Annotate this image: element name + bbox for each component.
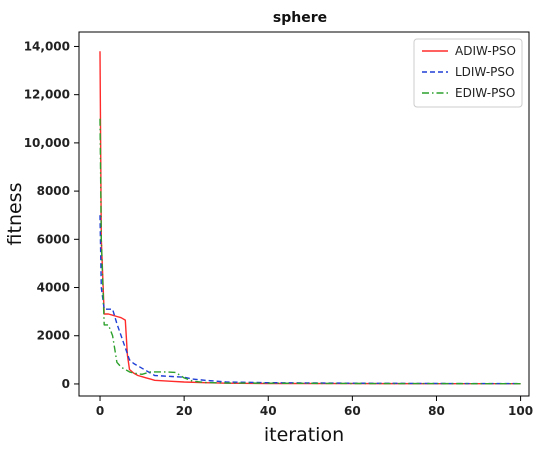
chart-title: sphere — [273, 10, 327, 26]
y-axis: 0 2000 4000 6000 8000 10,000 12,000 14,000 — [24, 39, 79, 391]
plot-frame — [78, 31, 530, 397]
legend: ADIW-PSO LDIW-PSO EDIW-PSO — [413, 38, 523, 108]
y-tick-label: 2000 — [37, 329, 70, 343]
series-layer — [99, 51, 521, 385]
x-tick-label: 0 — [96, 404, 104, 418]
x-tick-label: 40 — [260, 404, 277, 418]
y-tick-label: 4000 — [37, 281, 70, 295]
x-axis: 0 20 40 60 80 100 — [96, 396, 533, 418]
x-tick-label: 100 — [508, 404, 533, 418]
x-tick-label: 80 — [428, 404, 445, 418]
series-line-ediw-pso — [99, 118, 521, 385]
y-tick-label: 14,000 — [24, 39, 70, 53]
y-axis-title: fitness — [4, 183, 26, 246]
y-tick-label: 0 — [62, 377, 70, 391]
x-tick-label: 60 — [344, 404, 361, 418]
y-tick-label: 6000 — [37, 232, 70, 246]
y-tick-label: 12,000 — [24, 88, 70, 102]
y-tick-label: 8000 — [37, 184, 70, 198]
x-axis-title: iteration — [264, 424, 344, 446]
legend-box — [413, 38, 523, 108]
plot-area — [78, 31, 530, 397]
legend-label-adiw-pso: ADIW-PSO — [455, 44, 516, 58]
series-line-ldiw-pso — [99, 215, 521, 385]
y-tick-label: 10,000 — [24, 136, 70, 150]
legend-label-ediw-pso: EDIW-PSO — [455, 86, 515, 100]
x-tick-label: 20 — [176, 404, 193, 418]
legend-label-ldiw-pso: LDIW-PSO — [455, 65, 514, 79]
